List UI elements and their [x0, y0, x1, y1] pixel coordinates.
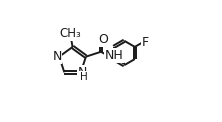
Text: H: H: [80, 72, 87, 82]
Text: NH: NH: [105, 49, 123, 62]
Text: CH₃: CH₃: [60, 27, 81, 41]
Text: O: O: [98, 33, 108, 46]
Text: F: F: [141, 36, 149, 49]
Text: N: N: [52, 50, 62, 63]
Text: N: N: [78, 66, 87, 79]
